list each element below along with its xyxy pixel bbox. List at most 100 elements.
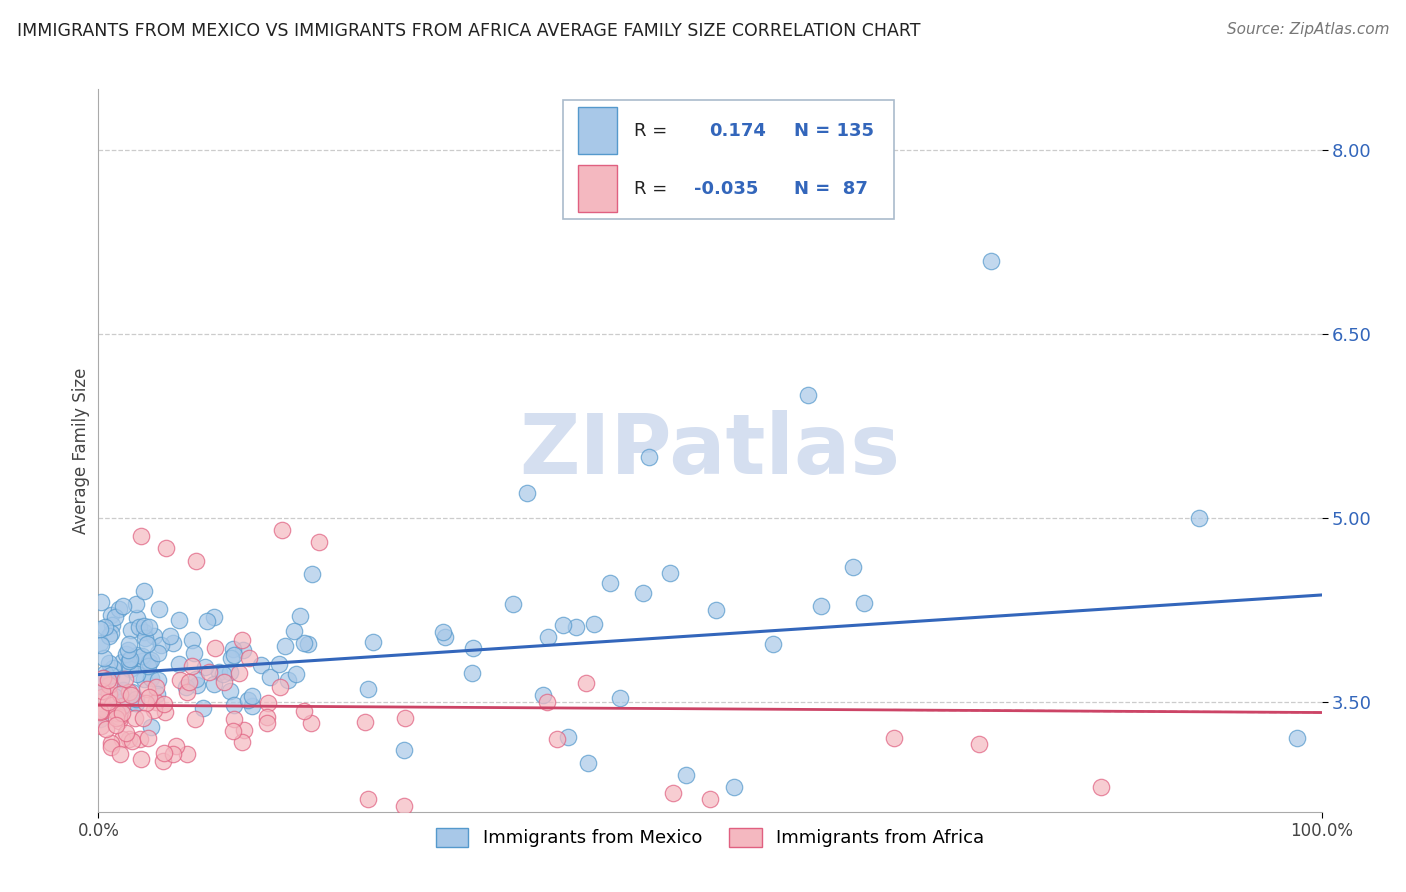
Text: IMMIGRANTS FROM MEXICO VS IMMIGRANTS FROM AFRICA AVERAGE FAMILY SIZE CORRELATION: IMMIGRANTS FROM MEXICO VS IMMIGRANTS FRO… xyxy=(17,22,921,40)
Point xyxy=(138,620,160,634)
Point xyxy=(134,672,156,686)
Point xyxy=(89,622,111,636)
Point xyxy=(94,722,117,736)
Point xyxy=(762,637,785,651)
Point xyxy=(145,695,167,709)
Point xyxy=(125,597,148,611)
Point xyxy=(186,678,208,692)
Point xyxy=(96,670,118,684)
Point xyxy=(139,671,162,685)
Point xyxy=(256,710,278,724)
Point xyxy=(202,610,225,624)
Point xyxy=(662,786,685,800)
Point xyxy=(101,698,124,712)
Point xyxy=(575,675,598,690)
Point xyxy=(146,687,169,701)
Point xyxy=(115,726,138,740)
Point xyxy=(124,711,146,725)
Point xyxy=(118,654,141,668)
Text: R =: R = xyxy=(634,179,668,197)
FancyBboxPatch shape xyxy=(578,107,617,154)
Point xyxy=(256,716,278,731)
Point xyxy=(89,636,111,650)
Point xyxy=(502,597,524,611)
Point xyxy=(198,665,221,680)
Point xyxy=(114,672,136,686)
Point xyxy=(127,667,149,681)
Point xyxy=(148,673,170,688)
Text: -0.035: -0.035 xyxy=(695,179,758,197)
Point xyxy=(117,643,139,657)
Point xyxy=(461,665,484,680)
Point xyxy=(153,697,176,711)
Text: N =  87: N = 87 xyxy=(794,179,869,197)
Point xyxy=(100,739,122,754)
Point xyxy=(136,658,159,673)
Point xyxy=(288,608,311,623)
Point xyxy=(536,695,558,709)
Point xyxy=(274,640,297,654)
Point xyxy=(967,737,990,751)
Point xyxy=(120,651,142,665)
Point xyxy=(463,641,485,656)
Point xyxy=(980,253,1002,268)
Point xyxy=(89,706,111,720)
Point xyxy=(183,646,205,660)
Point xyxy=(105,718,128,732)
Point xyxy=(675,768,697,782)
Point xyxy=(232,643,254,657)
Text: R =: R = xyxy=(634,121,668,140)
Point xyxy=(91,671,114,685)
Point xyxy=(609,690,631,705)
Point xyxy=(433,631,456,645)
Point xyxy=(557,731,579,745)
FancyBboxPatch shape xyxy=(578,165,617,212)
Point xyxy=(238,693,260,707)
Point xyxy=(232,723,254,737)
Point xyxy=(599,576,621,591)
Point xyxy=(159,629,181,643)
Point xyxy=(357,682,380,697)
Point xyxy=(883,731,905,746)
Point xyxy=(129,752,152,766)
Point xyxy=(93,666,115,681)
Point xyxy=(125,696,148,710)
Point xyxy=(155,541,177,556)
Point xyxy=(392,798,416,813)
Point xyxy=(100,736,122,750)
Point xyxy=(184,672,207,686)
Point xyxy=(432,624,454,639)
Point xyxy=(104,711,127,725)
Point xyxy=(152,754,174,768)
Point xyxy=(1286,731,1309,746)
Point xyxy=(97,629,120,643)
Point xyxy=(231,735,253,749)
Point xyxy=(91,671,114,685)
Point xyxy=(143,629,166,643)
Point xyxy=(103,689,125,703)
Point xyxy=(98,656,121,670)
Point xyxy=(637,450,661,464)
Point xyxy=(219,650,242,665)
Point xyxy=(194,660,217,674)
Point xyxy=(546,732,568,747)
Point xyxy=(176,747,198,761)
Point xyxy=(810,599,832,614)
Point xyxy=(107,602,129,616)
Point xyxy=(1188,511,1211,525)
Point xyxy=(93,650,115,665)
Point xyxy=(131,654,153,668)
Point xyxy=(231,633,253,648)
Point xyxy=(531,688,554,702)
Point xyxy=(141,720,163,734)
Point xyxy=(181,633,204,648)
Point xyxy=(153,746,176,760)
Point xyxy=(222,642,245,657)
Point xyxy=(853,596,876,610)
Point xyxy=(97,678,120,692)
Point xyxy=(149,639,172,653)
Point xyxy=(269,681,291,695)
Point xyxy=(219,665,242,679)
Point xyxy=(394,711,416,725)
Point xyxy=(110,699,132,714)
